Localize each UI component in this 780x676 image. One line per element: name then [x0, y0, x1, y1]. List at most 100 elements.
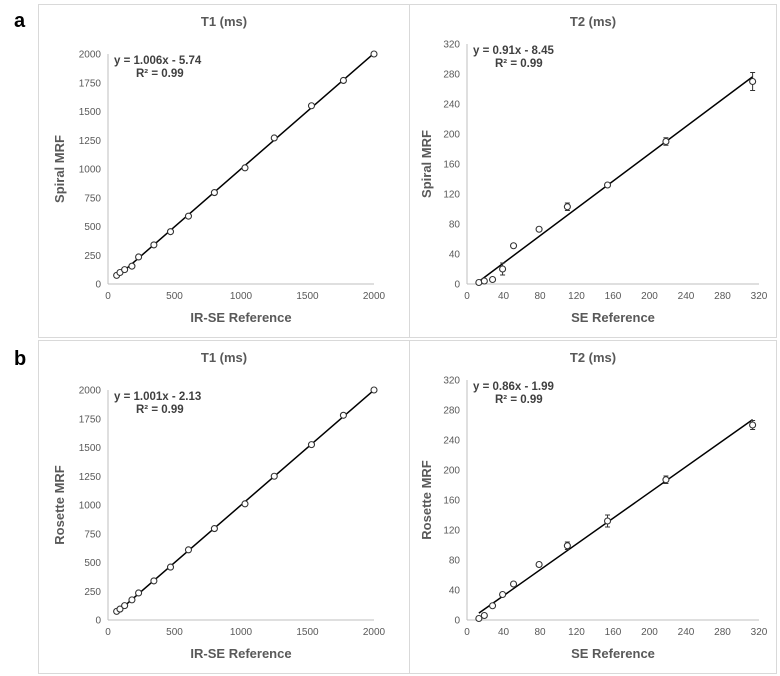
- y-tick-label: 0: [454, 616, 460, 627]
- y-tick-label: 750: [84, 529, 101, 540]
- fit-equation: y = 0.91x - 8.45: [473, 45, 554, 57]
- data-point: [509, 242, 518, 250]
- x-tick-label: 320: [751, 291, 768, 302]
- y-axis-label: Rosette MRF: [52, 465, 67, 545]
- x-tick-label: 0: [105, 627, 111, 638]
- data-marker: [563, 542, 571, 550]
- data-marker: [135, 253, 143, 261]
- y-tick-label: 320: [443, 376, 460, 387]
- x-tick-label: 0: [105, 291, 111, 302]
- fit-equation: y = 1.006x - 5.74: [114, 55, 202, 67]
- data-marker: [241, 164, 249, 172]
- data-marker: [184, 546, 193, 554]
- data-point: [370, 386, 378, 394]
- x-tick-label: 1500: [296, 291, 319, 302]
- y-tick-label: 500: [84, 222, 101, 233]
- data-point: [509, 580, 518, 588]
- chart-frame: [38, 4, 410, 338]
- x-tick-label: 120: [568, 627, 585, 638]
- data-point: [563, 541, 571, 550]
- data-point: [563, 202, 571, 211]
- data-point: [210, 189, 218, 197]
- y-tick-label: 0: [95, 280, 101, 291]
- data-marker: [603, 517, 612, 525]
- fit-line: [478, 76, 754, 283]
- data-point: [535, 225, 543, 233]
- x-tick-label: 500: [166, 291, 183, 302]
- data-marker: [210, 189, 218, 197]
- y-tick-label: 320: [443, 40, 460, 51]
- y-tick-label: 1000: [79, 501, 102, 512]
- data-marker: [563, 203, 571, 211]
- data-marker: [662, 137, 670, 146]
- data-point: [135, 253, 143, 261]
- data-point: [749, 420, 757, 430]
- data-marker: [135, 589, 143, 597]
- x-tick-label: 0: [464, 627, 470, 638]
- data-point: [135, 589, 143, 597]
- y-axis-label: Spiral MRF: [52, 135, 67, 203]
- chart-t1-rosette: T1 (ms) 0 500 1000 1500 2000 0 250 500 750 1000 125…: [38, 340, 410, 674]
- data-marker: [307, 441, 316, 449]
- chart-t1-spiral: T1 (ms) 0 500 1000 1500 2000 0 250 500 750 1000 125…: [38, 4, 410, 338]
- data-point: [603, 181, 612, 189]
- data-point: [480, 277, 488, 285]
- y-tick-label: 750: [84, 193, 101, 204]
- data-point: [370, 50, 378, 58]
- data-point: [121, 266, 129, 274]
- x-tick-label: 2000: [363, 291, 386, 302]
- y-tick-label: 1000: [79, 165, 102, 176]
- data-point: [270, 472, 278, 480]
- fit-r-squared: R² = 0.99: [495, 394, 543, 406]
- y-tick-label: 160: [443, 160, 460, 171]
- data-point: [128, 596, 136, 604]
- x-tick-label: 200: [641, 627, 658, 638]
- data-point: [150, 241, 158, 249]
- y-tick-label: 200: [443, 466, 460, 477]
- panel-label-a: a: [14, 10, 26, 32]
- data-point: [535, 560, 543, 569]
- x-tick-label: 280: [714, 627, 731, 638]
- x-tick-label: 2000: [363, 627, 386, 638]
- data-marker: [210, 525, 218, 533]
- fit-r-squared: R² = 0.99: [495, 58, 543, 70]
- data-marker: [509, 580, 518, 588]
- data-marker: [121, 266, 129, 274]
- y-tick-label: 120: [443, 526, 460, 537]
- x-tick-label: 160: [605, 627, 622, 638]
- data-point: [339, 76, 347, 84]
- x-axis-label: SE Reference: [571, 646, 655, 661]
- x-tick-label: 280: [714, 291, 731, 302]
- chart-title: T2 (ms): [570, 350, 616, 365]
- data-marker: [535, 225, 543, 233]
- y-tick-label: 240: [443, 436, 460, 447]
- data-point: [475, 614, 483, 623]
- data-point: [499, 590, 507, 599]
- x-tick-label: 0: [464, 291, 470, 302]
- x-tick-label: 500: [166, 627, 183, 638]
- data-marker: [749, 77, 757, 86]
- data-marker: [480, 277, 488, 285]
- x-axis-label: IR-SE Reference: [190, 646, 291, 661]
- chart-frame: [38, 340, 410, 674]
- y-axis-label: Spiral MRF: [419, 130, 434, 198]
- y-axis-label: Rosette MRF: [419, 460, 434, 540]
- data-point: [121, 602, 129, 610]
- y-tick-label: 1500: [79, 107, 102, 118]
- chart-title: T1 (ms): [201, 350, 247, 365]
- data-marker: [662, 476, 670, 484]
- y-tick-label: 1250: [79, 472, 102, 483]
- x-tick-label: 40: [498, 291, 510, 302]
- fit-equation: y = 0.86x - 1.99: [473, 381, 554, 393]
- data-point: [128, 262, 136, 270]
- chart-t2-spiral: T2 (ms) 0 40 80 120 160 200 240 280 320 0 40 80 120 16…: [409, 4, 777, 338]
- y-tick-label: 2000: [79, 386, 102, 397]
- data-marker: [370, 386, 378, 394]
- data-marker: [603, 181, 612, 189]
- x-tick-label: 120: [568, 291, 585, 302]
- data-marker: [339, 76, 347, 84]
- data-marker: [128, 596, 136, 604]
- data-marker: [307, 102, 316, 110]
- data-marker: [166, 563, 175, 571]
- data-point: [210, 525, 218, 533]
